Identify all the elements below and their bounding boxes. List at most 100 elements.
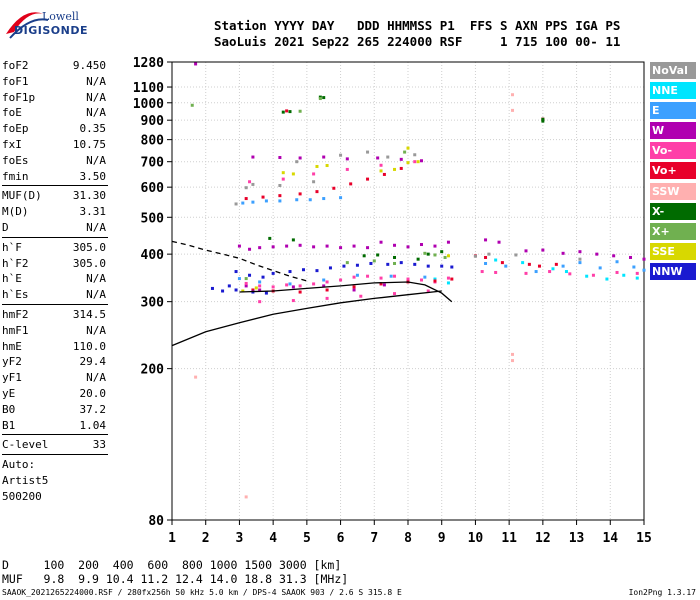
data-point — [254, 286, 258, 290]
data-point — [325, 164, 329, 168]
muf-table: D 100 200 400 600 800 1000 1500 3000 [km… — [2, 558, 348, 586]
data-point — [426, 264, 430, 268]
data-point — [261, 195, 265, 199]
data-point — [251, 155, 255, 159]
param-value: 20.0 — [79, 386, 107, 400]
data-point — [244, 277, 248, 281]
param-label: B1 — [2, 418, 16, 432]
data-point — [244, 281, 248, 285]
data-point — [328, 266, 332, 270]
data-point — [379, 169, 383, 173]
data-point — [261, 275, 265, 279]
param-label: h`Es — [2, 288, 29, 302]
x-tick-label: 14 — [602, 531, 618, 546]
data-point — [433, 253, 437, 257]
data-point — [322, 197, 326, 201]
data-point — [393, 167, 397, 171]
param-value: N/A — [86, 90, 106, 104]
parameter-panel: foF2 9.450 foF1 N/A foF1p N/A foE N/A foEp 0.35 fx… — [2, 58, 108, 505]
y-tick-label: 600 — [141, 181, 165, 196]
param-value: N/A — [86, 74, 106, 88]
data-point — [642, 257, 646, 261]
data-point — [423, 275, 427, 279]
param-row: foE N/A — [2, 105, 108, 121]
data-point — [322, 284, 326, 288]
digisonde-logo: Lowell DIGISONDE — [4, 4, 94, 44]
param-value: 3.31 — [79, 205, 107, 219]
autoscale-line2: Artist5 — [2, 474, 49, 488]
data-point — [318, 97, 322, 101]
footer-version: Ion2Png 1.3.17 — [628, 588, 696, 597]
param-label: yE — [2, 386, 16, 400]
data-point — [622, 273, 626, 277]
data-point — [389, 274, 393, 278]
data-point — [288, 110, 292, 114]
data-point — [234, 202, 238, 206]
profile-line — [171, 290, 442, 347]
footer-info: SAAOK_2021265224000.RSF / 280fx256h 50 k… — [2, 588, 402, 597]
data-point — [339, 278, 343, 282]
param-row: MUF(D) 31.30 — [2, 188, 108, 204]
data-point — [345, 261, 349, 265]
data-point — [433, 244, 437, 248]
param-row: B0 37.2 — [2, 402, 108, 418]
data-point — [548, 270, 552, 274]
data-point — [386, 262, 390, 266]
param-row: foF2 9.450 — [2, 58, 108, 74]
data-point — [278, 199, 282, 203]
data-point — [315, 269, 319, 273]
param-value: 1.04 — [79, 418, 107, 432]
data-point — [359, 294, 363, 298]
data-point — [480, 270, 484, 274]
data-point — [514, 253, 518, 257]
data-point — [278, 184, 282, 188]
param-separator — [2, 454, 108, 456]
legend-item: Vo+ — [650, 162, 696, 180]
data-point — [312, 172, 316, 176]
data-point — [524, 271, 528, 275]
data-point — [494, 270, 498, 274]
data-point — [399, 157, 403, 161]
x-tick-label: 10 — [468, 531, 484, 546]
logo-swoosh-blue — [9, 18, 49, 39]
param-separator — [2, 434, 108, 436]
data-point — [248, 247, 252, 251]
data-point — [298, 156, 302, 160]
param-label: B0 — [2, 402, 16, 416]
param-row: hmF1 N/A — [2, 323, 108, 339]
data-point — [194, 375, 198, 379]
param-label: MUF(D) — [2, 189, 42, 203]
y-tick-label: 700 — [141, 156, 165, 171]
param-row: foF1p N/A — [2, 90, 108, 106]
data-point — [237, 277, 241, 281]
data-point — [332, 186, 336, 190]
param-value: N/A — [86, 323, 106, 337]
data-point — [443, 255, 447, 259]
param-row: yF1 N/A — [2, 370, 108, 386]
data-point — [393, 261, 397, 265]
data-point — [366, 274, 370, 278]
data-point — [221, 289, 225, 293]
y-tick-label: 80 — [148, 514, 164, 529]
data-point — [325, 280, 329, 284]
param-value: 31.30 — [72, 189, 106, 203]
data-point — [312, 180, 316, 184]
data-point — [355, 273, 359, 277]
param-value: N/A — [86, 153, 106, 167]
data-point — [308, 198, 312, 202]
data-point — [366, 150, 370, 154]
data-point — [446, 276, 450, 280]
data-point — [598, 266, 602, 270]
data-point — [382, 283, 386, 287]
data-point — [561, 264, 565, 268]
data-point — [484, 238, 488, 242]
data-point — [322, 278, 326, 282]
data-point — [541, 248, 545, 252]
data-point — [419, 159, 423, 163]
data-point — [241, 289, 245, 293]
data-point — [291, 299, 295, 303]
param-separator — [2, 236, 108, 238]
param-value: 0.35 — [79, 122, 107, 136]
data-point — [487, 252, 491, 256]
